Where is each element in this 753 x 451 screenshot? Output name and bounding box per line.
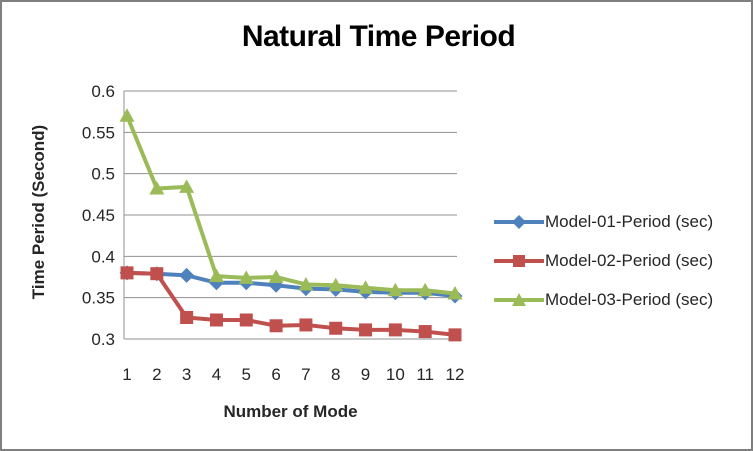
series-point-marker (328, 277, 344, 292)
series-point-marker (180, 311, 194, 325)
series-line (125, 113, 457, 296)
legend-label: Model-02-Period (sec) (545, 251, 714, 270)
series-point-marker (298, 276, 314, 291)
legend-item: Model-03-Period (sec) (494, 286, 713, 314)
series-point-marker (209, 313, 223, 327)
legend-item: Model-02-Period (sec) (494, 247, 713, 275)
legend-swatch-square-icon (494, 255, 544, 267)
y-tick-label: 0.4 (91, 247, 115, 266)
series-point-marker (388, 323, 402, 337)
series-point-marker (238, 270, 254, 284)
series-point-marker (149, 181, 165, 195)
legend-item: Model-01-Period (sec) (494, 208, 713, 236)
legend-swatch-diamond-icon (494, 215, 544, 229)
x-tick-label: 10 (386, 365, 405, 384)
x-tick-label: 7 (301, 365, 310, 384)
x-tick-label: 1 (122, 365, 131, 384)
y-tick-label: 0.3 (91, 330, 115, 349)
legend-label: Model-03-Period (sec) (545, 290, 714, 309)
y-axis-title: Time Period (Second) (29, 124, 48, 300)
series-point-marker (448, 328, 462, 342)
series-point-marker (120, 266, 134, 280)
x-tick-label: 8 (331, 365, 340, 384)
series-point-marker (418, 325, 432, 339)
series-point-marker (299, 318, 313, 332)
series-point-marker (179, 267, 195, 283)
series-point-marker (447, 286, 463, 300)
series-point-marker (358, 280, 374, 294)
x-tick-label: 5 (242, 365, 251, 384)
series-point-marker (179, 179, 195, 193)
series-point-marker (208, 268, 224, 283)
x-tick-label: 4 (212, 365, 221, 384)
series-point-marker (359, 323, 373, 337)
chart-title: Natural Time Period (241, 20, 516, 53)
legend-label: Model-01-Period (sec) (545, 212, 714, 231)
y-tick-label: 0.5 (91, 165, 115, 184)
legend: Model-01-Period (sec) Model-02-Period (se… (494, 208, 713, 325)
series-point-marker (417, 282, 433, 297)
y-tick-label: 0.6 (91, 82, 115, 101)
x-axis-title: Number of Mode (223, 402, 358, 421)
x-tick-label: 2 (152, 365, 161, 384)
x-tick-label: 3 (182, 365, 191, 384)
series-point-marker (387, 282, 403, 297)
y-tick-label: 0.35 (82, 289, 115, 308)
x-tick-label: 9 (361, 365, 370, 384)
series-point-marker (150, 267, 164, 281)
series-line (125, 270, 457, 299)
y-tick-label: 0.45 (82, 206, 115, 225)
series-point-marker (119, 108, 135, 122)
series-point-marker (269, 319, 283, 333)
x-tick-label: 11 (416, 365, 434, 384)
legend-swatch-triangle-icon (494, 293, 544, 306)
series-point-marker (329, 321, 343, 335)
series-point-marker (239, 313, 253, 327)
x-tick-label: 6 (271, 365, 280, 384)
y-tick-label: 0.55 (82, 123, 115, 142)
x-tick-label: 12 (446, 365, 465, 384)
series-point-marker (268, 269, 284, 283)
